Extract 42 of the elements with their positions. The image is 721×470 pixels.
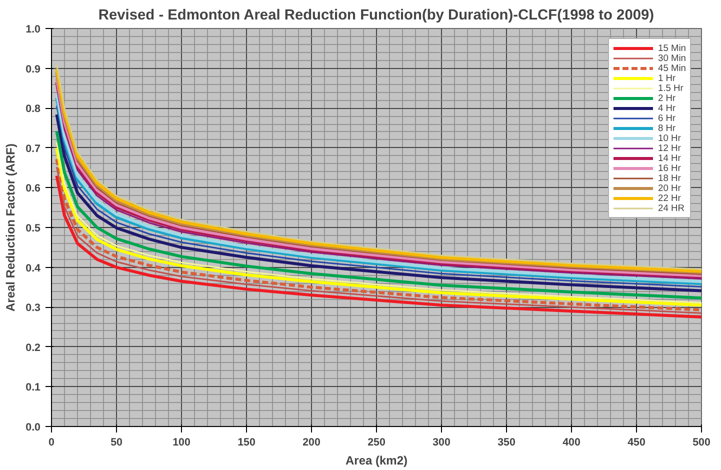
legend-label: 10 Hr <box>658 133 681 143</box>
y-tick-label: 0.0 <box>26 422 41 434</box>
legend-label: 1 Hr <box>658 73 677 83</box>
x-tick-label: 200 <box>302 436 320 448</box>
x-tick-label: 0 <box>48 436 55 448</box>
legend-label: 1.5 Hr <box>658 83 684 93</box>
x-axis-title: Area (km2) <box>345 454 408 468</box>
x-tick-label: 500 <box>692 436 710 448</box>
legend-label: 22 Hr <box>658 193 681 203</box>
legend-label: 8 Hr <box>658 123 677 133</box>
y-tick-label: 0.6 <box>26 182 41 195</box>
y-tick-label: 0.5 <box>26 222 41 234</box>
legend-label: 30 Min <box>658 53 686 63</box>
x-tick-label: 400 <box>562 436 580 448</box>
y-tick-label: 0.9 <box>26 63 41 76</box>
x-tick-label: 150 <box>238 436 256 448</box>
legend-label: 2 Hr <box>658 93 677 103</box>
legend-label: 12 Hr <box>658 143 681 153</box>
x-tick-label: 100 <box>172 436 190 448</box>
y-axis-title: Areal Reduction Factor (ARF) <box>4 143 18 312</box>
legend-label: 16 Hr <box>658 163 681 173</box>
legend-label: 6 Hr <box>658 113 677 123</box>
y-tick-label: 0.8 <box>26 103 41 116</box>
y-tick-label: 0.2 <box>26 342 41 354</box>
y-tick-label: 1.0 <box>26 24 41 36</box>
legend-label: 14 Hr <box>658 153 681 163</box>
y-tick-label: 0.1 <box>26 382 41 394</box>
legend-label: 24 HR <box>658 203 684 213</box>
y-tick-label: 0.4 <box>26 262 41 274</box>
x-tick-label: 300 <box>432 436 450 448</box>
legend-label: 45 Min <box>658 63 686 73</box>
legend-label: 18 Hr <box>658 173 681 183</box>
y-tick-label: 0.3 <box>26 302 41 314</box>
x-tick-label: 450 <box>628 436 646 448</box>
x-tick-label: 250 <box>368 436 386 448</box>
legend-label: 4 Hr <box>658 103 677 113</box>
x-tick-label: 50 <box>110 436 122 448</box>
legend-label: 15 Min <box>658 43 686 53</box>
chart-title: Revised - Edmonton Areal Reduction Function(by Duration)-CLCF(1998 to 2009) <box>98 8 654 24</box>
x-tick-label: 350 <box>498 436 516 448</box>
y-tick-label: 0.7 <box>26 142 41 155</box>
legend-label: 20 Hr <box>658 183 681 193</box>
